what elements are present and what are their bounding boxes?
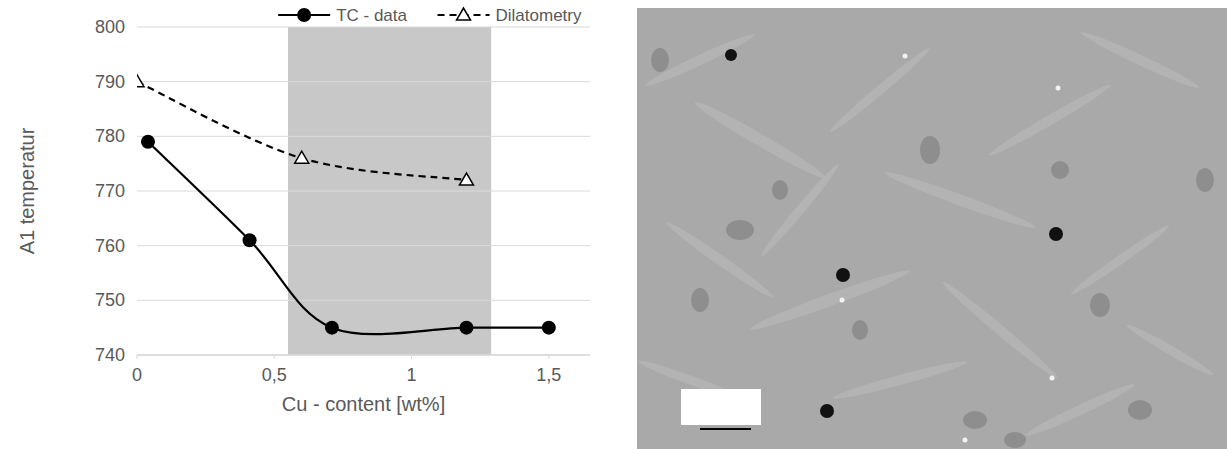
lamella — [644, 30, 757, 90]
marker — [459, 173, 473, 185]
x-tick — [411, 355, 412, 359]
particle — [920, 136, 940, 164]
series-line — [137, 82, 466, 180]
particle — [963, 411, 987, 429]
lamella — [827, 45, 932, 135]
lamella — [692, 97, 828, 182]
particle — [1128, 400, 1152, 420]
x-tick-label: 0 — [132, 365, 142, 385]
x-tick-label: 1 — [407, 365, 417, 385]
particle — [726, 220, 754, 240]
figure: 740 750 760 770 780 790 800 0 0,5 1 1,5 Cu - conten… — [0, 0, 1227, 449]
inclusion — [963, 438, 968, 443]
marker — [297, 8, 311, 22]
lamella — [664, 219, 776, 302]
grid-line — [137, 27, 590, 28]
series-line — [148, 142, 549, 334]
legend-label: TC - data — [336, 6, 407, 25]
lamella — [1024, 380, 1137, 440]
lamella — [1124, 321, 1215, 379]
scale-bar — [700, 428, 751, 430]
y-tick-label: 740 — [95, 345, 125, 365]
marker — [459, 321, 473, 335]
x-axis-line — [137, 354, 590, 355]
particle — [1196, 168, 1214, 192]
y-tick-label: 800 — [95, 17, 125, 37]
lamella — [1068, 222, 1171, 298]
pore — [1049, 227, 1063, 241]
particle — [651, 48, 669, 72]
grid-line — [137, 191, 590, 192]
pore — [820, 404, 834, 418]
grid-line — [137, 245, 590, 246]
x-tick — [137, 355, 138, 359]
particle — [1051, 161, 1069, 179]
marker — [141, 135, 155, 149]
particle — [852, 320, 868, 340]
y-tick-label: 780 — [95, 126, 125, 146]
x-tick — [274, 355, 275, 359]
lamella — [831, 357, 969, 403]
particle — [772, 180, 788, 200]
scale-bar-box — [681, 389, 761, 425]
y-axis-title: A1 temperatur — [16, 127, 38, 254]
particle — [1004, 432, 1026, 448]
marker — [457, 8, 471, 20]
grid-line — [137, 136, 590, 137]
lamella — [748, 265, 912, 334]
pore — [725, 49, 737, 61]
legend: Dilatometry TC - data — [278, 6, 582, 25]
y-tick-label: 790 — [95, 72, 125, 92]
inclusion — [1056, 86, 1061, 91]
grid-line — [137, 355, 590, 356]
plot-area — [137, 75, 556, 335]
x-tick-label: 0,5 — [262, 365, 287, 385]
grid-line — [137, 300, 590, 301]
y-tick-label: 760 — [95, 236, 125, 256]
particle — [1090, 293, 1110, 317]
lamella — [883, 167, 1037, 232]
y-tick-label: 770 — [95, 181, 125, 201]
micrograph — [637, 8, 1227, 449]
inclusion — [840, 298, 845, 303]
inclusion — [1050, 376, 1055, 381]
x-axis-title: Cu - content [wt%] — [282, 393, 445, 415]
marker — [243, 233, 257, 247]
inclusion — [903, 54, 908, 59]
marker — [325, 321, 339, 335]
legend-label: Dilatometry — [496, 6, 582, 25]
marker — [137, 75, 144, 87]
lamella — [758, 161, 842, 259]
pore — [836, 268, 850, 282]
marker — [295, 151, 309, 163]
micrograph-ground — [637, 8, 1227, 449]
lamella — [1079, 28, 1201, 92]
grid-line — [137, 81, 590, 82]
marker — [542, 321, 556, 335]
lamella — [987, 81, 1113, 160]
x-tick-label: 1,5 — [536, 365, 561, 385]
particle — [691, 288, 709, 312]
x-tick — [548, 355, 549, 359]
y-tick-label: 750 — [95, 290, 125, 310]
